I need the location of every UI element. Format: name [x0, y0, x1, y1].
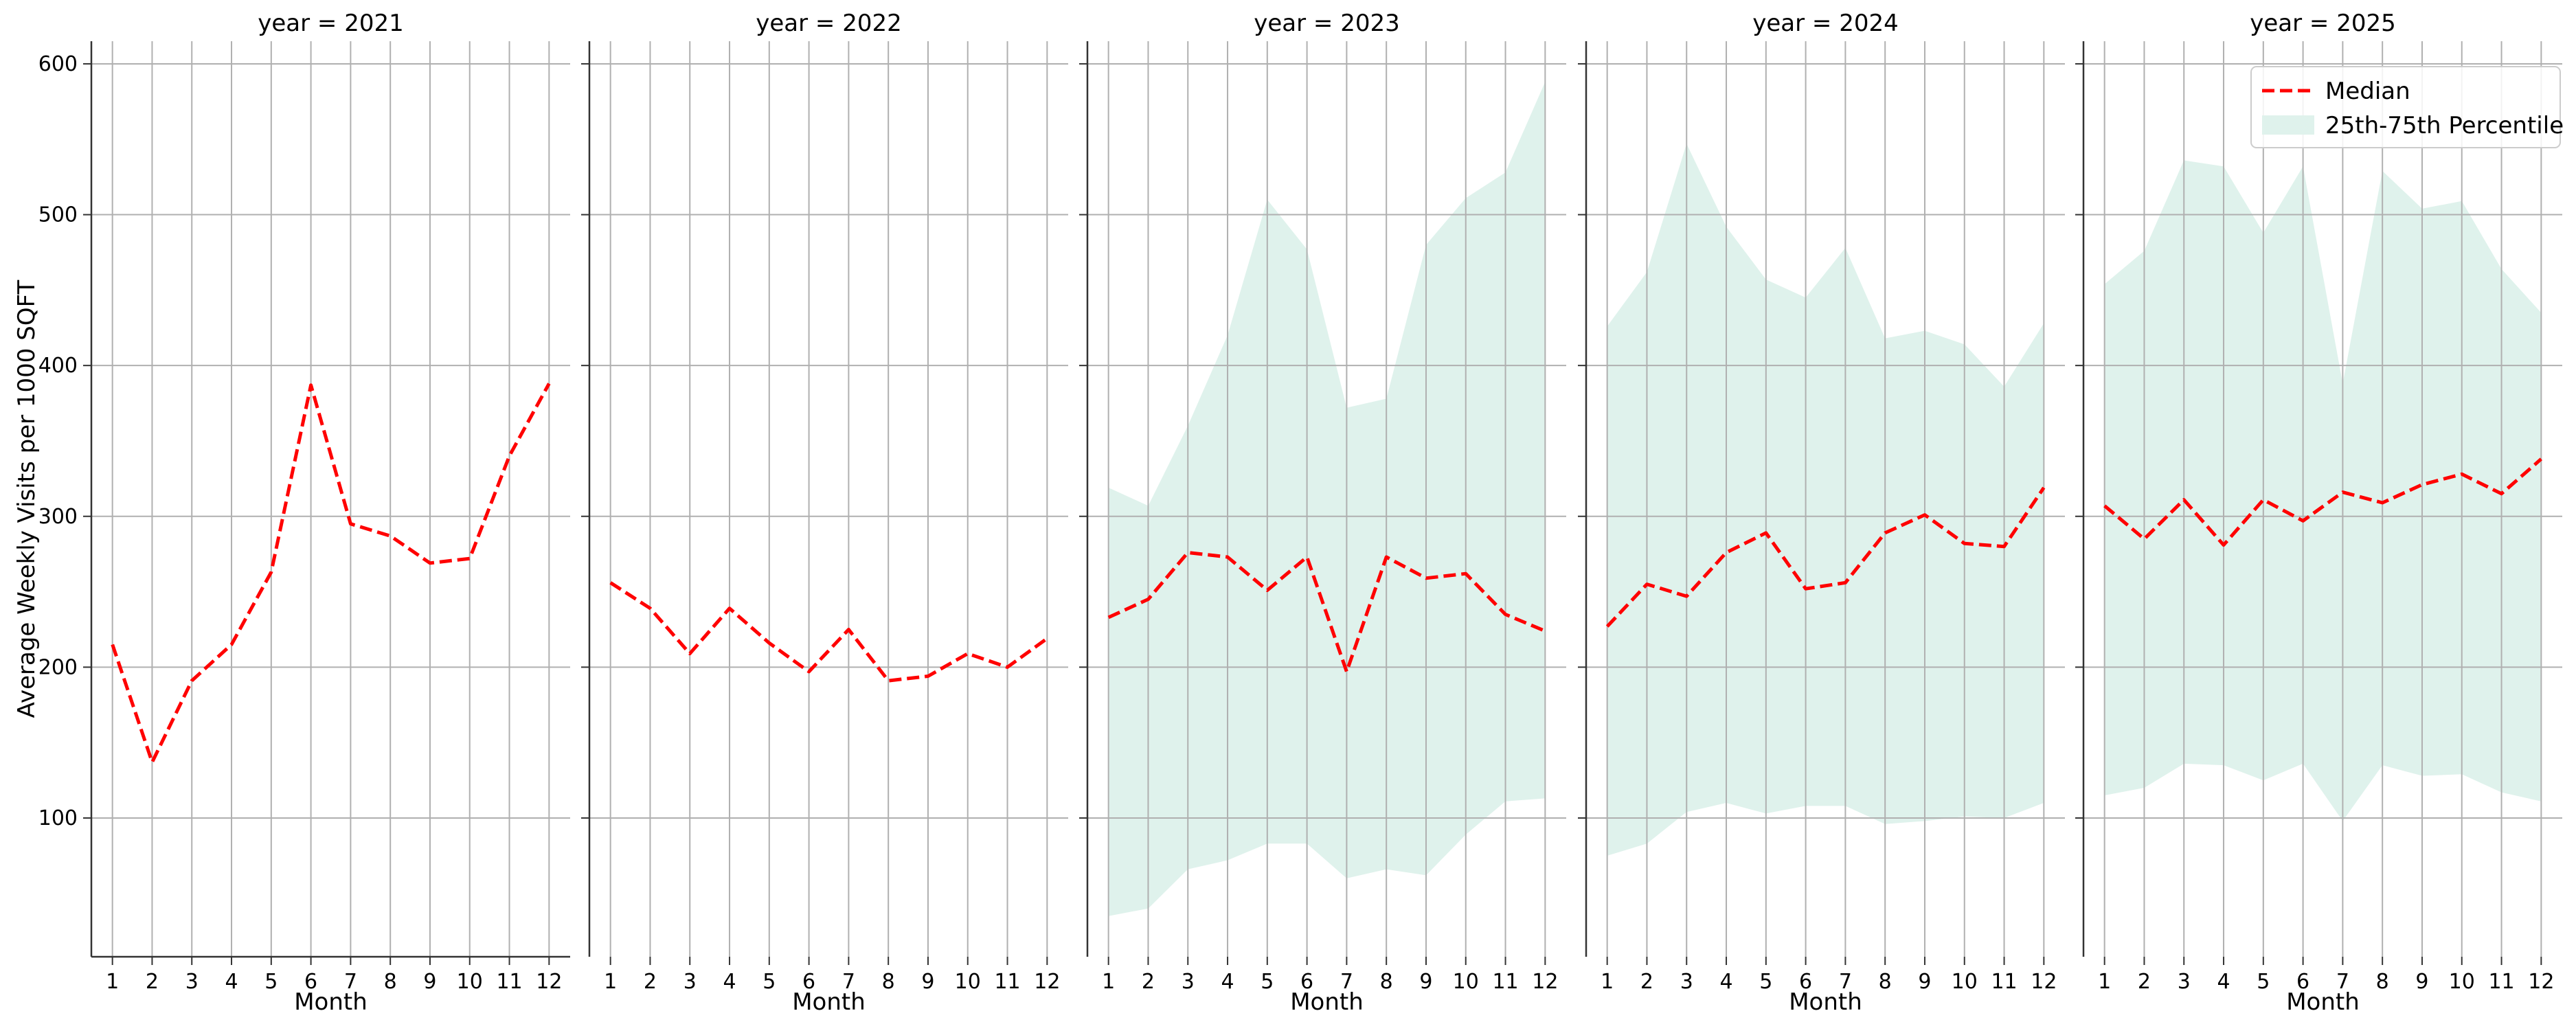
- panel-title: year = 2022: [756, 10, 901, 37]
- x-tick-label: 4: [1719, 970, 1732, 994]
- x-tick-label: 1: [604, 970, 617, 994]
- x-tick-label: 8: [882, 970, 895, 994]
- y-tick-label: 500: [38, 203, 78, 227]
- y-tick-label: 200: [38, 655, 78, 679]
- legend-label: 25th-75th Percentile: [2325, 112, 2564, 139]
- percentile-band: [1108, 82, 1546, 916]
- x-tick-label: 5: [1759, 970, 1772, 994]
- x-tick-label: 2: [644, 970, 657, 994]
- x-tick-label: 2: [1640, 970, 1653, 994]
- x-tick-label: 4: [2217, 970, 2230, 994]
- panel-title: year = 2021: [258, 10, 403, 37]
- x-tick-label: 6: [2296, 970, 2309, 994]
- x-tick-label: 11: [1991, 970, 2017, 994]
- x-tick-label: 3: [2178, 970, 2191, 994]
- x-tick-label: 12: [1034, 970, 1060, 994]
- x-tick-label: 2: [1142, 970, 1155, 994]
- y-tick-label: 300: [38, 505, 78, 529]
- x-axis-label: Month: [792, 988, 866, 1016]
- x-tick-label: 10: [2449, 970, 2475, 994]
- x-tick-label: 7: [2336, 970, 2349, 994]
- panel-title: year = 2024: [1752, 10, 1898, 37]
- y-tick-label: 400: [38, 354, 78, 378]
- legend-frame: [2250, 66, 2561, 148]
- x-tick-label: 12: [2528, 970, 2554, 994]
- x-tick-label: 10: [457, 970, 483, 994]
- median-line: [111, 383, 551, 764]
- x-tick-label: 3: [185, 970, 199, 994]
- x-tick-label: 1: [106, 970, 119, 994]
- x-tick-label: 6: [304, 970, 317, 994]
- x-tick-label: 7: [842, 970, 855, 994]
- x-tick-label: 5: [264, 970, 278, 994]
- x-axis-label: Month: [1290, 988, 1364, 1016]
- x-tick-label: 3: [683, 970, 697, 994]
- percentile-band: [2104, 160, 2542, 821]
- x-tick-label: 10: [1952, 970, 1978, 994]
- x-tick-label: 9: [1419, 970, 1432, 994]
- x-tick-label: 8: [1380, 970, 1393, 994]
- x-tick-label: 7: [1839, 970, 1852, 994]
- legend: Median 25th-75th Percentile: [2250, 66, 2564, 148]
- x-tick-label: 12: [536, 970, 562, 994]
- x-tick-label: 11: [1492, 970, 1518, 994]
- x-axis-label: Month: [2286, 988, 2360, 1016]
- x-tick-label: 1: [1102, 970, 1115, 994]
- median-line: [1605, 486, 2046, 628]
- x-tick-label: 8: [1879, 970, 1892, 994]
- panel-title: year = 2025: [2250, 10, 2395, 37]
- percentile-band: [1607, 144, 2044, 856]
- y-tick-label: 600: [38, 52, 78, 76]
- legend-label: Median: [2325, 78, 2410, 105]
- x-tick-label: 4: [1221, 970, 1234, 994]
- x-tick-label: 1: [2098, 970, 2111, 994]
- x-tick-label: 3: [1680, 970, 1693, 994]
- x-tick-label: 8: [2376, 970, 2389, 994]
- x-tick-label: 5: [762, 970, 776, 994]
- median-line: [609, 581, 1048, 683]
- x-tick-label: 6: [1300, 970, 1313, 994]
- x-tick-label: 4: [225, 970, 238, 994]
- x-tick-label: 12: [2031, 970, 2057, 994]
- x-tick-label: 1: [1601, 970, 1614, 994]
- x-tick-label: 5: [1261, 970, 1274, 994]
- x-tick-label: 12: [1532, 970, 1558, 994]
- x-tick-label: 5: [2257, 970, 2270, 994]
- x-tick-label: 2: [2138, 970, 2151, 994]
- x-tick-label: 9: [2415, 970, 2428, 994]
- y-axis-label: Average Weekly Visits per 1000 SQFT: [13, 280, 41, 718]
- x-tick-label: 9: [921, 970, 934, 994]
- x-tick-label: 6: [1799, 970, 1812, 994]
- x-tick-label: 4: [723, 970, 736, 994]
- x-tick-label: 10: [1453, 970, 1479, 994]
- legend-band-swatch: [2262, 115, 2314, 135]
- x-tick-label: 9: [1918, 970, 1931, 994]
- x-tick-label: 11: [2488, 970, 2514, 994]
- x-tick-label: 2: [146, 970, 159, 994]
- median-line: [2103, 457, 2542, 547]
- x-tick-label: 8: [384, 970, 397, 994]
- x-axis-label: Month: [1789, 988, 1862, 1016]
- x-tick-label: 6: [802, 970, 815, 994]
- x-tick-label: 7: [344, 970, 357, 994]
- y-tick-label: 100: [38, 806, 78, 830]
- median-line: [1107, 551, 1546, 674]
- x-tick-label: 10: [955, 970, 981, 994]
- x-axis-label: Month: [294, 988, 368, 1016]
- x-tick-label: 3: [1182, 970, 1195, 994]
- x-tick-label: 11: [994, 970, 1020, 994]
- x-tick-label: 11: [496, 970, 522, 994]
- panel-title: year = 2023: [1254, 10, 1399, 37]
- x-tick-label: 7: [1340, 970, 1353, 994]
- x-tick-label: 9: [423, 970, 436, 994]
